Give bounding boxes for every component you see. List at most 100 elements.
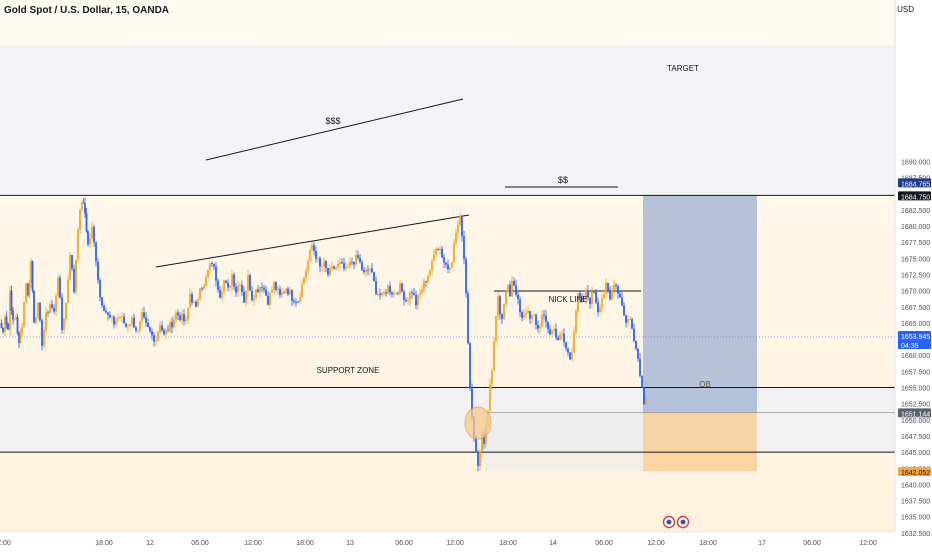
candle-body (269, 292, 271, 305)
price-tick-label: 1657.500 (901, 369, 930, 376)
candle-body (405, 300, 407, 302)
candle-body (13, 318, 16, 320)
candle-body (423, 281, 425, 290)
candle-body (209, 263, 211, 270)
candle-body (243, 291, 245, 303)
candle-body (85, 213, 88, 232)
candle-body (513, 280, 515, 286)
candle-body (575, 311, 577, 333)
candle-body (601, 298, 603, 308)
candle-body (479, 451, 481, 467)
candle-body (175, 312, 177, 320)
current-price-text: 04:35 (901, 343, 919, 350)
candle-body (115, 321, 117, 325)
time-tick-label: 06:00 (595, 540, 613, 547)
candle-body (267, 295, 269, 305)
candle-body (357, 255, 359, 258)
candle-body (9, 290, 11, 330)
candle-body (121, 316, 123, 318)
candle-body (217, 280, 219, 290)
candle-body (185, 319, 187, 322)
candle-body (453, 243, 455, 263)
candle-body (301, 284, 303, 298)
candle-body (259, 287, 261, 293)
candle-body (603, 293, 605, 299)
candle-body (82, 202, 85, 204)
candle-body (125, 323, 127, 327)
candle-body (227, 282, 229, 288)
candle-body (399, 283, 401, 294)
price-tick-label: 1667.500 (901, 305, 930, 312)
candle-body (231, 274, 233, 286)
candle-body (215, 266, 217, 281)
candle-body (599, 307, 601, 313)
candle-body (295, 302, 297, 303)
candle-body (261, 287, 263, 288)
candle-body (537, 324, 539, 329)
candle-body (361, 262, 363, 271)
candle-body (201, 288, 203, 290)
candle-body (31, 260, 34, 291)
time-tick-label: 18:00 (699, 540, 717, 547)
time-tick-label: 12:00 (446, 540, 464, 547)
time-tick-label: 12:00 (859, 540, 877, 547)
candle-body (499, 296, 501, 315)
time-tick-label: 12:00 (244, 540, 262, 547)
currency-label: USD (897, 5, 914, 14)
candle-body (10, 290, 13, 311)
candle-body (117, 318, 119, 322)
candle-body (609, 290, 611, 300)
price-tick-label: 1655.000 (901, 386, 930, 393)
candle-body (263, 287, 265, 290)
candle-body (551, 330, 553, 335)
low-highlight-circle (464, 406, 492, 440)
price-tick-label: 1660.000 (901, 353, 930, 360)
candle-body (329, 268, 331, 275)
candle-body (519, 299, 521, 313)
candle-body (527, 311, 529, 314)
candle-body (84, 203, 86, 214)
candle-body (223, 280, 225, 292)
candle-body (321, 266, 323, 268)
candle-body (253, 298, 255, 301)
candle-body (317, 257, 319, 259)
candle-body (481, 434, 483, 452)
candle-body (543, 314, 545, 316)
candle-body (345, 266, 347, 269)
price-tick-label: 1682.500 (901, 208, 930, 215)
candle-body (529, 311, 531, 319)
candle-body (241, 284, 243, 292)
support-zone-box (0, 387, 895, 453)
target-zone-box (643, 195, 757, 413)
candle-body (16, 317, 19, 333)
target-high-price-badge (898, 178, 931, 188)
candle-body (77, 229, 79, 260)
candle-body (18, 332, 20, 343)
candle-body (7, 323, 9, 330)
candle-body (643, 387, 645, 405)
time-tick-label: 18:00 (95, 540, 113, 547)
candle-body (619, 293, 621, 298)
double-top-label: $$ (558, 175, 568, 185)
symbol-title[interactable]: Gold Spot / U.S. Dollar, 15, OANDA (4, 5, 170, 16)
candle-body (337, 264, 339, 267)
candle-body (101, 297, 103, 306)
candle-body (385, 292, 387, 294)
candle-body (199, 288, 201, 300)
wedge-label: $$$ (325, 116, 340, 126)
candle-body (461, 215, 463, 237)
candle-body (285, 288, 287, 293)
candle-body (213, 263, 215, 267)
candle-body (503, 304, 505, 319)
candle-body (41, 320, 43, 346)
candle-body (189, 294, 191, 308)
candle-body (347, 266, 349, 268)
current-price-badge (898, 331, 931, 349)
candle-body (417, 294, 419, 306)
candle-body (447, 264, 449, 270)
candle-body (91, 226, 93, 239)
candle-body (111, 316, 113, 318)
upper-band (0, 45, 895, 196)
candle-body (593, 291, 595, 293)
